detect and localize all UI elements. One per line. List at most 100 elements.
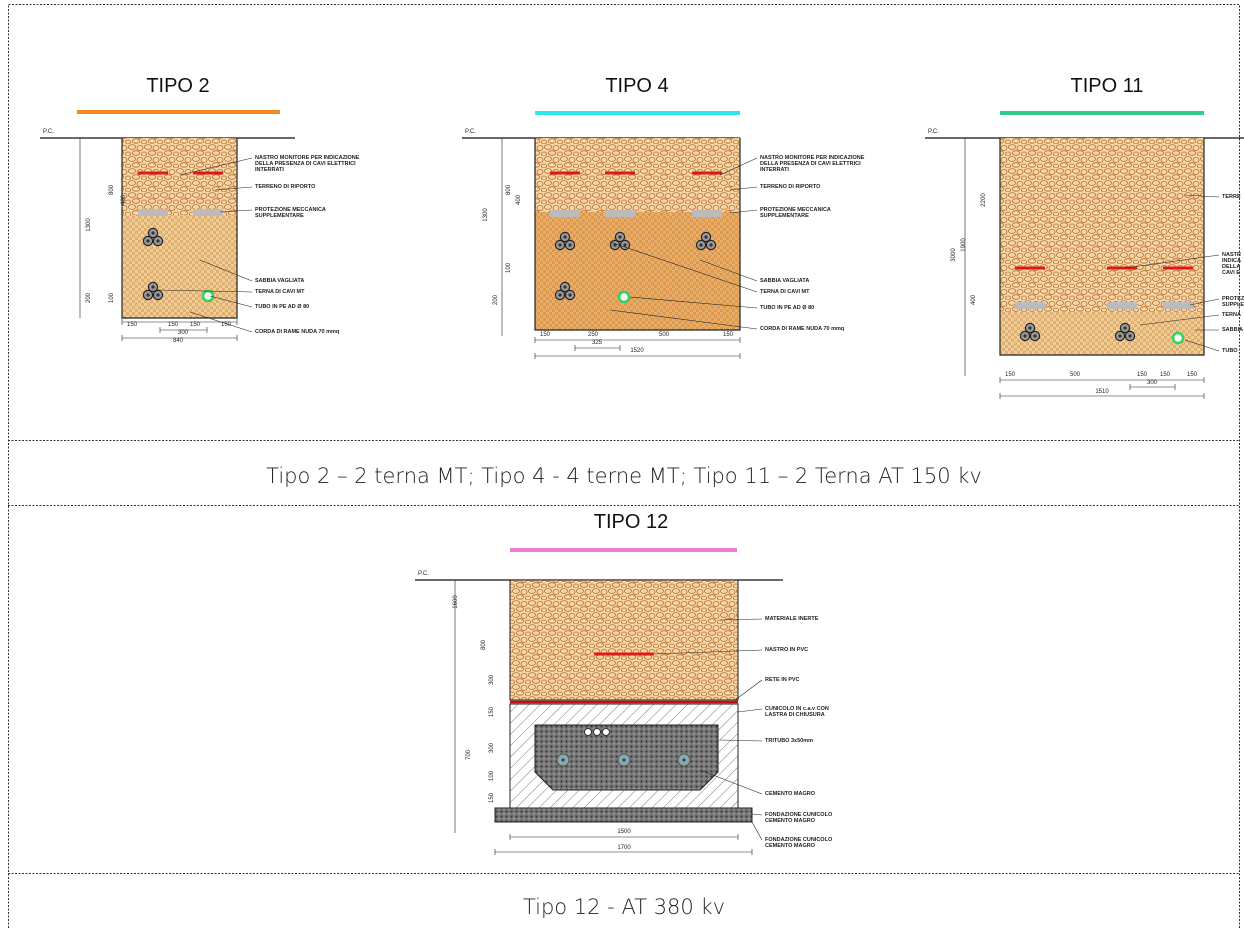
dimension: 800 xyxy=(109,184,115,195)
dimension: 150 xyxy=(540,332,551,338)
annotation: CEMENTO MAGRO xyxy=(765,791,816,797)
dimension: 1600 xyxy=(453,595,459,609)
protection-plate xyxy=(1107,302,1137,309)
annotation: SUPPLEMENTARE xyxy=(255,213,304,219)
dimension: 1300 xyxy=(86,218,92,232)
annotation: PROTEZ xyxy=(1222,296,1244,302)
cable-core xyxy=(146,293,150,297)
dimension: 400 xyxy=(516,194,522,205)
annotation: SUPPLEMENTARE xyxy=(760,213,809,219)
cable-core xyxy=(563,235,567,239)
annotation: CAVI E xyxy=(1222,270,1240,276)
dimension: 1510 xyxy=(1095,389,1109,395)
annotation: PROTEZIONE MECCANICA xyxy=(255,207,326,213)
tritube xyxy=(602,728,610,736)
cable-core xyxy=(1023,334,1027,338)
trench-outline xyxy=(121,138,238,319)
drawings: TIPO 2 P.C. NASTRO MONITORE PER INDICAZION… xyxy=(40,75,1244,855)
leader xyxy=(609,241,758,293)
leader xyxy=(751,813,763,816)
annotation: TERRENO DI RIPORTO xyxy=(760,184,821,190)
dimension: 500 xyxy=(659,332,670,338)
annotation: NASTRO MONITORE PER INDICAZIONE xyxy=(760,155,865,161)
foundation xyxy=(494,807,753,823)
cable-core xyxy=(623,243,627,247)
pe-tube xyxy=(617,290,631,304)
annotation: FONDAZIONE CUNICOLO xyxy=(765,837,833,843)
annotation: SUPPLE xyxy=(1222,302,1244,308)
leader xyxy=(1139,314,1220,326)
dimension: 150 xyxy=(1187,372,1198,378)
leader xyxy=(1189,298,1220,306)
dimension: 200 xyxy=(493,294,499,305)
figure-title: TIPO 12 xyxy=(594,511,668,533)
dimension: 840 xyxy=(173,338,184,344)
annotation: DELLA xyxy=(1222,264,1240,270)
leader xyxy=(1184,194,1220,198)
pe-tube xyxy=(201,289,215,303)
dimension: 2200 xyxy=(981,193,987,207)
annotation: PROTEZIONE MECCANICA xyxy=(760,207,831,213)
annotation: NASTRO MONITORE PER INDICAZIONE xyxy=(255,155,360,161)
annotation: SABBIA xyxy=(1222,327,1243,333)
protection-plate xyxy=(692,210,722,217)
leader xyxy=(737,708,763,713)
cable-core xyxy=(156,239,160,243)
annotation: TERNA DI CAVI MT xyxy=(255,289,305,295)
dimension: 100 xyxy=(506,262,512,273)
backfill xyxy=(535,138,740,212)
cable-core xyxy=(1123,326,1127,330)
dimension: 1520 xyxy=(630,348,644,354)
dimension: 1300 xyxy=(483,208,489,222)
cable-core xyxy=(1033,334,1037,338)
cable-core xyxy=(709,243,713,247)
protection-plate xyxy=(1015,302,1045,309)
annotation: CORDA DI RAME NUDA 70 mmq xyxy=(760,326,844,332)
leader xyxy=(654,649,763,655)
leader xyxy=(729,186,758,191)
table-borders xyxy=(8,4,1240,929)
annotation: CEMENTO MAGRO xyxy=(765,843,816,849)
sand xyxy=(122,215,237,318)
annotation: INTERRATI xyxy=(255,167,284,173)
cable-core xyxy=(156,293,160,297)
tube-core xyxy=(561,758,565,762)
cable-core xyxy=(558,293,562,297)
dimension: 3000 xyxy=(951,248,957,262)
annotation: TERNA DI CAVI MT xyxy=(760,289,810,295)
tritube xyxy=(593,728,601,736)
tube-core xyxy=(622,758,626,762)
leader xyxy=(734,679,763,701)
dimension: 150 xyxy=(168,322,179,328)
leader xyxy=(1184,339,1220,352)
leader xyxy=(729,209,758,214)
tube-core xyxy=(682,758,686,762)
annotation: TERRENO DI RIPORTO xyxy=(255,184,316,190)
protection-plate xyxy=(605,210,635,217)
backfill xyxy=(122,138,237,215)
cable-core xyxy=(1118,334,1122,338)
cable-core xyxy=(151,285,155,289)
annotation: NASTR xyxy=(1222,252,1241,258)
dimension: 200 xyxy=(86,292,92,303)
cable-core xyxy=(1128,334,1132,338)
caption: Tipo 12 - AT 380 kv xyxy=(523,895,725,919)
backfill xyxy=(1000,138,1204,312)
leader xyxy=(629,296,758,309)
dimension: 700 xyxy=(466,749,472,760)
annotation: DELLA PRESENZA DI CAVI ELETTRICI xyxy=(760,161,861,167)
dimension: 150 xyxy=(127,322,138,328)
dimension: 1700 xyxy=(617,845,631,851)
dimension: 150 xyxy=(221,322,232,328)
cable-core xyxy=(618,235,622,239)
annotation: DELLA PRESENZA DI CAVI ELETTRICI xyxy=(255,161,356,167)
backfill xyxy=(509,579,739,701)
surface-label: P.C. xyxy=(418,571,429,577)
annotation: SABBIA VAGLIATA xyxy=(255,278,304,284)
annotation: CEMENTO MAGRO xyxy=(765,818,816,824)
leader xyxy=(214,186,253,191)
annotation: RETE IN PVC xyxy=(765,677,800,683)
pe-tube xyxy=(1171,331,1185,345)
dimension: 150 xyxy=(1160,372,1171,378)
